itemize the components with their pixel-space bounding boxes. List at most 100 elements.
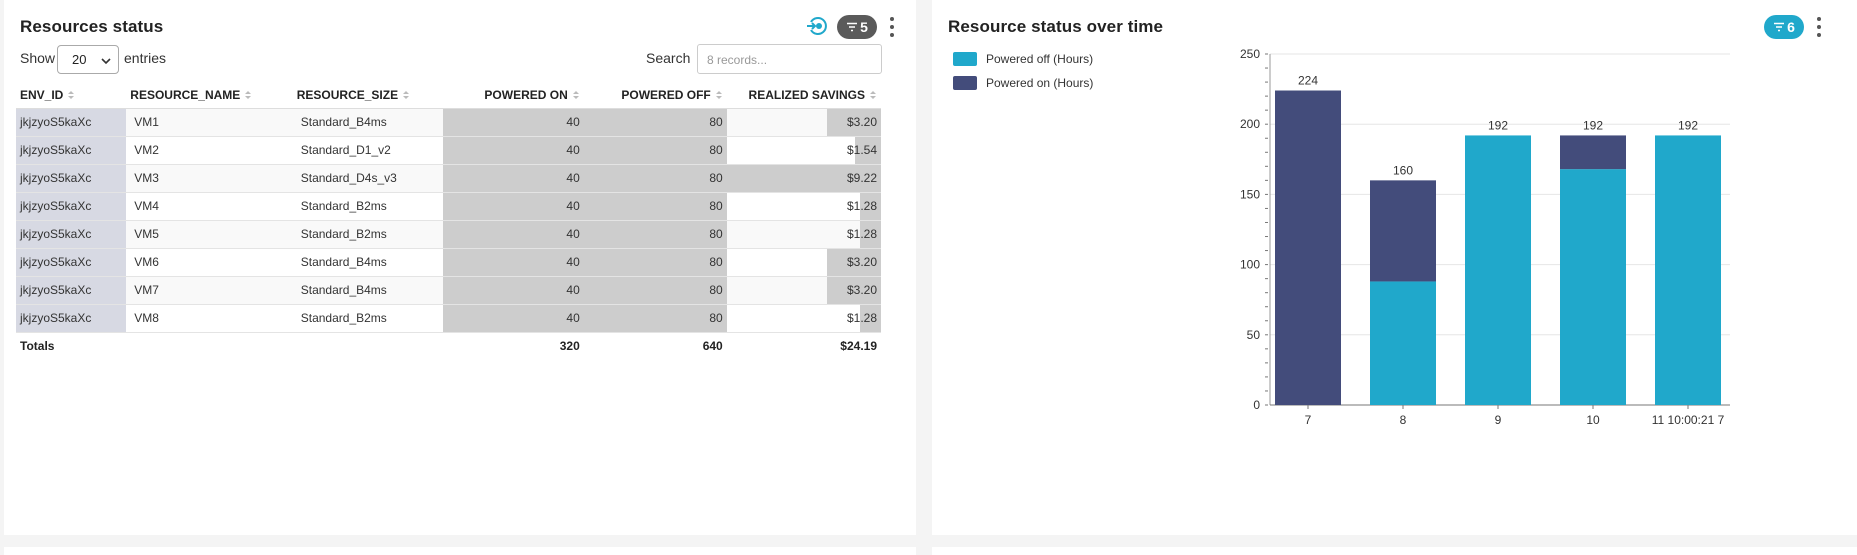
cell-realized-savings: $1.28 bbox=[726, 304, 881, 333]
next-panel-edge-right bbox=[932, 547, 1857, 555]
resources-table: ENV_ID RESOURCE_NAME RESOURCE_SIZE POWER… bbox=[16, 82, 881, 359]
cell-powered-on: 40 bbox=[442, 108, 584, 137]
filter-count: 6 bbox=[1787, 19, 1795, 35]
cell-resource-name: VM5 bbox=[126, 220, 293, 249]
data-bar bbox=[16, 276, 127, 304]
cell-powered-on-value: 40 bbox=[566, 115, 580, 129]
totals-savings: $24.19 bbox=[840, 338, 877, 353]
kebab-menu-icon[interactable] bbox=[889, 17, 895, 37]
table-row[interactable]: jkjzyoS5kaXc VM6 Standard_B4ms 40 80 $3.20 bbox=[16, 248, 881, 277]
sort-icon bbox=[869, 89, 877, 99]
bar-segment bbox=[1655, 135, 1721, 405]
sort-icon bbox=[715, 89, 723, 99]
cell-resource-size: Standard_B2ms bbox=[292, 220, 443, 249]
data-bar bbox=[16, 304, 127, 332]
y-tick-label: 100 bbox=[1240, 258, 1260, 272]
cell-env-id: jkjzyoS5kaXc bbox=[16, 248, 127, 277]
cell-realized-savings-value: $9.22 bbox=[846, 171, 877, 185]
cell-env-id: jkjzyoS5kaXc bbox=[16, 304, 127, 333]
cell-realized-savings: $1.28 bbox=[726, 220, 881, 249]
data-bar bbox=[16, 108, 127, 136]
refresh-cycle-icon[interactable] bbox=[806, 15, 828, 37]
entries-select[interactable]: 20 bbox=[57, 45, 119, 74]
cell-powered-off: 80 bbox=[583, 304, 727, 333]
column-header-realized-savings[interactable]: REALIZED SAVINGS bbox=[726, 82, 881, 109]
cell-env-id-value: jkjzyoS5kaXc bbox=[20, 227, 92, 241]
cell-resource-name: VM2 bbox=[126, 136, 293, 165]
cell-powered-off-value: 80 bbox=[709, 199, 723, 213]
bar-total-label: 160 bbox=[1393, 163, 1413, 177]
filter-badge[interactable]: 6 bbox=[1764, 15, 1804, 39]
table-row[interactable]: jkjzyoS5kaXc VM1 Standard_B4ms 40 80 $3.20 bbox=[16, 108, 881, 137]
table-row[interactable]: jkjzyoS5kaXc VM7 Standard_B4ms 40 80 $3.20 bbox=[16, 276, 881, 305]
legend-item-powered-on[interactable]: Powered on (Hours) bbox=[953, 71, 1093, 95]
cell-powered-on: 40 bbox=[442, 248, 584, 277]
data-bar bbox=[859, 192, 881, 220]
column-header-powered-off[interactable]: POWERED OFF bbox=[583, 82, 727, 109]
kebab-menu-icon[interactable] bbox=[1816, 17, 1822, 37]
cell-powered-on-value: 40 bbox=[566, 199, 580, 213]
sort-icon bbox=[67, 89, 75, 99]
cell-resource-size: Standard_B4ms bbox=[292, 276, 443, 305]
entries-label: entries bbox=[124, 50, 167, 66]
table-row[interactable]: jkjzyoS5kaXc VM3 Standard_D4s_v3 40 80 $9.22 bbox=[16, 164, 881, 193]
table-row[interactable]: jkjzyoS5kaXc VM5 Standard_B2ms 40 80 $1.28 bbox=[16, 220, 881, 249]
data-bar bbox=[827, 248, 881, 276]
filter-icon bbox=[846, 22, 858, 32]
cell-env-id-value: jkjzyoS5kaXc bbox=[20, 171, 92, 185]
data-bar bbox=[16, 248, 127, 276]
next-panel-edge-left bbox=[4, 547, 916, 555]
cell-env-id-value: jkjzyoS5kaXc bbox=[20, 283, 92, 297]
cell-powered-off-value: 80 bbox=[709, 255, 723, 269]
search-input[interactable]: 8 records... bbox=[697, 44, 882, 74]
cell-powered-on: 40 bbox=[442, 304, 584, 333]
cell-powered-on-value: 40 bbox=[566, 311, 580, 325]
data-bar bbox=[442, 192, 584, 220]
table-row[interactable]: jkjzyoS5kaXc VM4 Standard_B2ms 40 80 $1.28 bbox=[16, 192, 881, 221]
data-bar bbox=[442, 220, 584, 248]
bar-total-label: 192 bbox=[1583, 118, 1603, 132]
cell-resource-name: VM7 bbox=[126, 276, 293, 305]
data-bar bbox=[16, 164, 127, 192]
cell-resource-name: VM3 bbox=[126, 164, 293, 193]
chart-legend: Powered off (Hours) Powered on (Hours) bbox=[953, 47, 1093, 95]
cell-resource-size: Standard_B4ms bbox=[292, 248, 443, 277]
data-bar bbox=[442, 248, 584, 276]
filter-badge[interactable]: 5 bbox=[837, 15, 877, 39]
column-header-powered-on[interactable]: POWERED ON bbox=[442, 82, 584, 109]
data-bar bbox=[442, 108, 584, 136]
bar-segment bbox=[1465, 135, 1531, 405]
cell-powered-off: 80 bbox=[583, 108, 727, 137]
table-row[interactable]: jkjzyoS5kaXc VM2 Standard_D1_v2 40 80 $1.54 bbox=[16, 136, 881, 165]
chevron-down-icon bbox=[101, 54, 111, 65]
cell-env-id-value: jkjzyoS5kaXc bbox=[20, 255, 92, 269]
cell-powered-on: 40 bbox=[442, 164, 584, 193]
cell-powered-off-value: 80 bbox=[709, 283, 723, 297]
cell-resource-name: VM6 bbox=[126, 248, 293, 277]
cell-realized-savings-value: $3.20 bbox=[846, 255, 877, 269]
entries-select-value: 20 bbox=[72, 52, 87, 67]
cell-resource-size: Standard_B4ms bbox=[292, 108, 443, 137]
sort-icon bbox=[244, 89, 252, 99]
bar-segment bbox=[1560, 135, 1626, 170]
column-header-resource-name[interactable]: RESOURCE_NAME bbox=[126, 82, 293, 109]
sort-icon bbox=[402, 89, 410, 99]
cell-realized-savings: $1.28 bbox=[726, 192, 881, 221]
cell-powered-off: 80 bbox=[583, 164, 727, 193]
legend-item-powered-off[interactable]: Powered off (Hours) bbox=[953, 47, 1093, 71]
cell-env-id-value: jkjzyoS5kaXc bbox=[20, 115, 92, 129]
data-bar bbox=[827, 108, 881, 136]
totals-powered-on: 320 bbox=[559, 338, 580, 353]
data-bar bbox=[583, 220, 727, 248]
cell-resource-size: Standard_D1_v2 bbox=[292, 136, 443, 165]
data-bar bbox=[583, 276, 727, 304]
table-row[interactable]: jkjzyoS5kaXc VM8 Standard_B2ms 40 80 $1.28 bbox=[16, 304, 881, 333]
cell-powered-on-value: 40 bbox=[566, 171, 580, 185]
cell-powered-off: 80 bbox=[583, 276, 727, 305]
cell-powered-off-value: 80 bbox=[709, 143, 723, 157]
column-header-env-id[interactable]: ENV_ID bbox=[16, 82, 127, 109]
bar-total-label: 224 bbox=[1298, 74, 1318, 88]
cell-env-id: jkjzyoS5kaXc bbox=[16, 192, 127, 221]
cell-realized-savings-value: $1.28 bbox=[846, 227, 877, 241]
column-header-resource-size[interactable]: RESOURCE_SIZE bbox=[292, 82, 443, 109]
